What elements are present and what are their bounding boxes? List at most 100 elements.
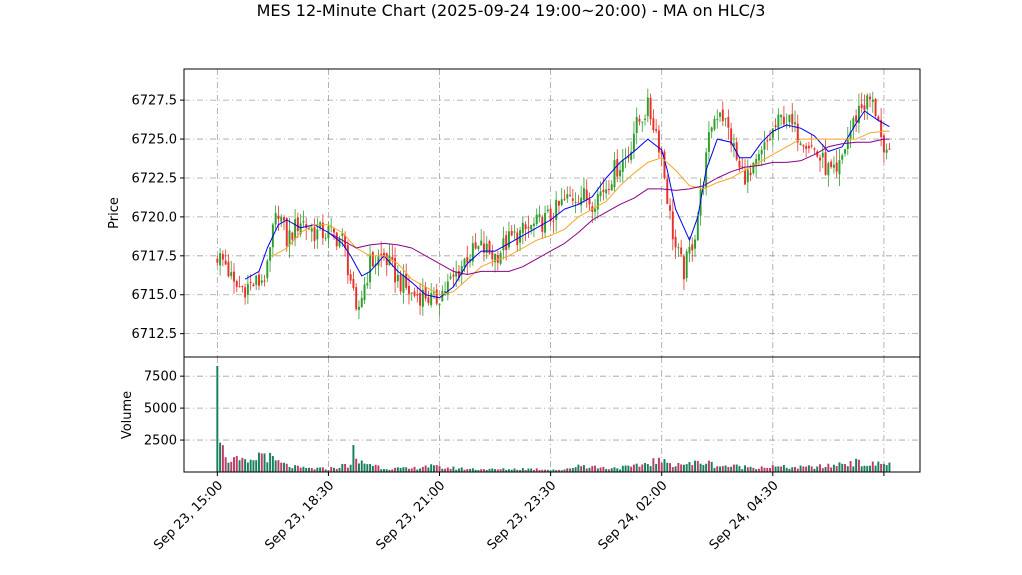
volume-bar — [685, 464, 688, 472]
volume-bar — [230, 461, 233, 472]
volume-bar — [316, 467, 319, 472]
volume-bar — [832, 464, 835, 472]
candle-body — [560, 199, 563, 206]
volume-bar — [888, 462, 891, 472]
candle-body — [830, 161, 833, 167]
volume-bar — [663, 459, 666, 472]
volume-bar — [760, 466, 763, 472]
volume-bar — [582, 465, 585, 472]
candle-body — [771, 128, 774, 138]
volume-bar — [824, 467, 827, 472]
candle-body — [871, 99, 874, 102]
volume-bar — [235, 456, 238, 472]
volume-bar — [296, 465, 299, 472]
volume-bar — [480, 469, 483, 472]
volume-bar — [610, 468, 613, 472]
volume-panel: 2500 5000 7500 Volume — [120, 356, 921, 473]
candle-body — [766, 140, 769, 142]
volume-bar — [688, 462, 691, 472]
volume-bar — [635, 463, 638, 472]
price-y-tick-label: 6727.5 — [132, 94, 178, 109]
volume-bar — [402, 467, 405, 472]
volume-bar — [341, 463, 344, 472]
volume-bar — [710, 461, 713, 472]
candle-body — [707, 132, 710, 152]
volume-bar — [344, 463, 347, 472]
volume-bar — [660, 462, 663, 472]
candle-body — [407, 286, 410, 294]
candle-body — [863, 105, 866, 111]
candle-body — [235, 281, 238, 287]
volume-bar — [444, 468, 447, 472]
volume-bar — [874, 465, 877, 472]
volume-bar — [438, 466, 441, 472]
volume-bar — [530, 468, 533, 472]
candle-body — [682, 256, 685, 280]
volume-bar — [294, 465, 297, 472]
candle-body — [258, 274, 260, 286]
candle-body — [269, 247, 272, 261]
candle-body — [277, 215, 280, 220]
volume-bar — [430, 464, 433, 472]
volume-bar — [619, 469, 622, 472]
volume-bar — [371, 465, 374, 472]
candle-body — [260, 280, 263, 283]
candle-body — [455, 272, 458, 277]
candle-body — [502, 238, 505, 251]
candle-body — [846, 138, 849, 150]
volume-bar — [377, 465, 380, 472]
volume-bar — [691, 465, 694, 472]
volume-bar — [819, 464, 821, 472]
candle-body — [855, 115, 858, 122]
candle-body — [571, 198, 574, 201]
volume-bar — [463, 469, 466, 472]
volume-bar — [399, 467, 402, 472]
volume-bar — [407, 468, 410, 472]
candle-body — [333, 228, 335, 233]
volume-bar — [252, 460, 255, 472]
volume-bar — [338, 467, 341, 472]
candle-body — [849, 131, 852, 139]
price-y-tick-label: 6715.0 — [132, 288, 178, 303]
volume-bar — [488, 468, 491, 472]
candle-body — [782, 116, 785, 125]
candle-body — [585, 189, 588, 201]
volume-bar — [652, 458, 655, 472]
candle-body — [685, 251, 688, 279]
candle-body — [882, 135, 885, 153]
volume-bar — [452, 466, 455, 472]
volume-bar — [669, 463, 672, 472]
candle-body — [285, 218, 288, 247]
candle-body — [844, 149, 846, 154]
volume-bar — [249, 459, 252, 472]
candle-body — [524, 224, 527, 230]
candle-body — [552, 220, 555, 222]
volume-bar — [491, 468, 494, 472]
volume-bar — [469, 468, 472, 472]
volume-bar — [632, 464, 635, 472]
volume-bar — [655, 463, 658, 472]
volume-bar — [363, 463, 366, 472]
candle-body — [380, 253, 383, 256]
volume-bar — [774, 466, 777, 472]
volume-bar — [302, 466, 305, 472]
candle-body — [557, 200, 560, 206]
volume-bar — [310, 467, 313, 472]
volume-bar — [671, 467, 674, 472]
volume-bar — [288, 467, 291, 472]
volume-bar — [649, 466, 652, 472]
volume-plot-area — [184, 357, 920, 472]
volume-bar — [327, 470, 330, 472]
volume-bar — [869, 465, 871, 472]
candle-body — [663, 151, 666, 179]
candle-body — [657, 130, 660, 153]
candle-body — [402, 274, 405, 293]
volume-bar — [599, 467, 602, 472]
candle-body — [680, 247, 683, 255]
candlesticks — [216, 88, 891, 320]
volume-bar — [477, 470, 480, 472]
volume-bar — [755, 469, 758, 472]
volume-bar — [271, 455, 274, 472]
candle-body — [582, 188, 585, 201]
candle-body — [358, 306, 360, 310]
